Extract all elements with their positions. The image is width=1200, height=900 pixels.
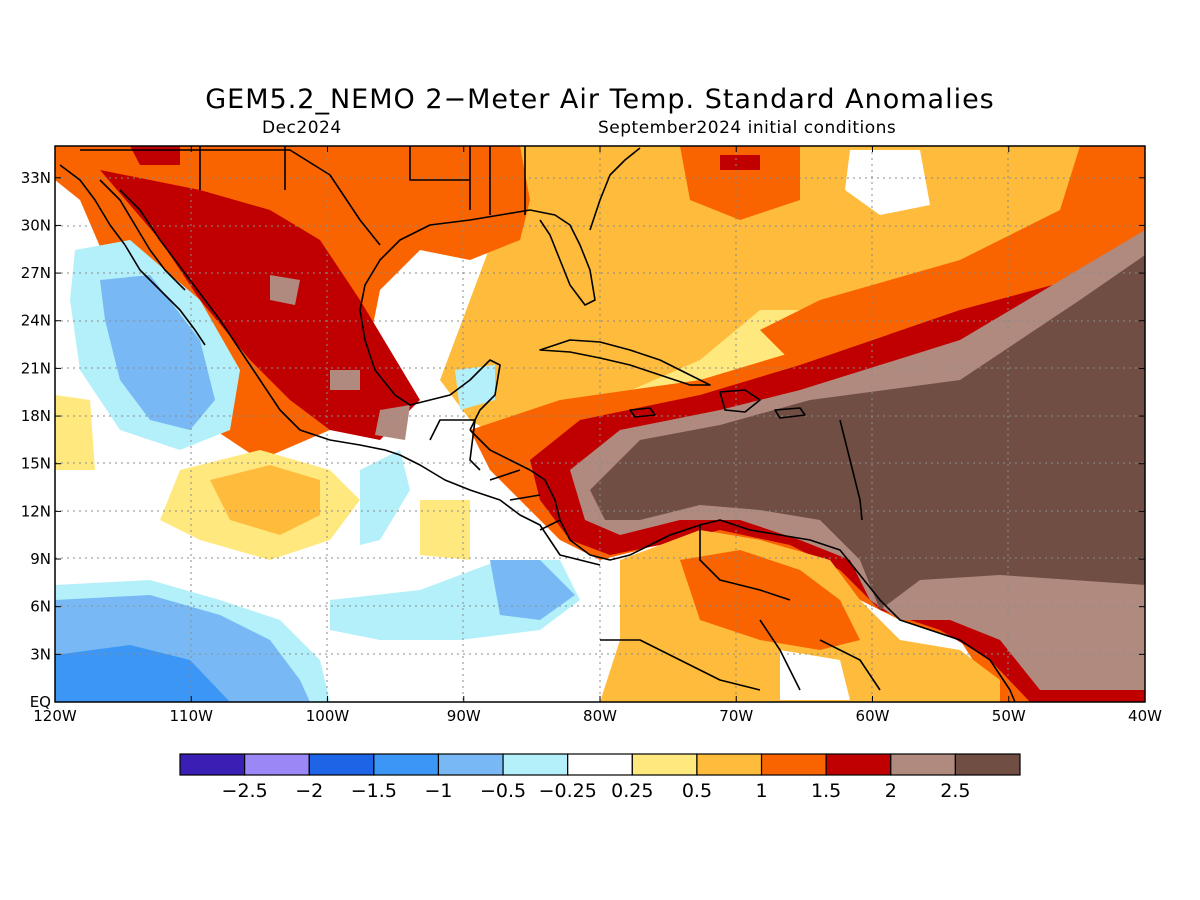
- coastline-baja-west: [59, 164, 206, 346]
- latitude-axis: 33N 30N 27N 24N 21N 18N 15N 12N 9N 6N 3N EQ: [21, 169, 1145, 711]
- lat-tick-label: 6N: [30, 598, 51, 616]
- colorbar-label: −1: [424, 780, 452, 802]
- colorbar-label: −0.25: [539, 780, 597, 802]
- border-central-america: [489, 469, 561, 531]
- colorbar-swatch: [954, 753, 1021, 776]
- border-us-mexico: [80, 149, 381, 246]
- lat-tick-label: 3N: [30, 645, 51, 663]
- colorbar-swatch: [825, 753, 892, 776]
- coastline-central-america-east: [469, 429, 631, 561]
- coastline-mexico-pacific: [119, 189, 601, 566]
- lat-tick-label: 9N: [30, 550, 51, 568]
- anomaly-mod-warm-pacific: [210, 465, 320, 535]
- colorbar-swatch: [244, 753, 310, 776]
- colorbar-swatch: [890, 753, 956, 776]
- coastline-puerto-rico: [774, 407, 806, 419]
- lat-tick-label: 33N: [21, 169, 51, 187]
- coastline-lesser-antilles: [839, 419, 863, 521]
- colorbar-swatch: [437, 753, 504, 776]
- coastlines: [59, 146, 1016, 702]
- border-south-america-interior: [600, 619, 881, 691]
- anomaly-mod-warm-region: [440, 146, 880, 450]
- longitude-axis: 120W 110W 100W 90W 80W 70W 60W 50W 40W: [33, 146, 1162, 725]
- colorbar-swatch: [760, 753, 827, 776]
- colorbar-label: −0.5: [480, 780, 526, 802]
- lon-tick-label: 90W: [447, 707, 481, 725]
- lon-tick-label: 50W: [992, 707, 1026, 725]
- colorbar-label: 0.25: [611, 780, 653, 802]
- colorbar-swatch: [567, 753, 633, 776]
- coastline-hispaniola: [719, 389, 761, 413]
- lon-tick-label: 110W: [170, 707, 214, 725]
- colorbar-label: −1.5: [351, 780, 397, 802]
- anomaly-mid-cool-pacific: [100, 275, 215, 430]
- anomaly-field: [55, 146, 1145, 702]
- lat-tick-label: 18N: [21, 407, 51, 425]
- border-us-states: [199, 146, 526, 215]
- anomaly-weak-warm-west-edge: [55, 395, 95, 470]
- colorbar-swatch: [502, 753, 569, 776]
- colorbar-swatch: [179, 753, 246, 776]
- lon-tick-label: 40W: [1128, 707, 1162, 725]
- anomaly-extreme-warm-core: [590, 255, 1145, 610]
- colorbar-label: −2.5: [222, 780, 268, 802]
- coastline-baja-gulf: [99, 179, 186, 291]
- lon-tick-label: 60W: [856, 707, 890, 725]
- lat-tick-label: 24N: [21, 312, 51, 330]
- border-colombia-venezuela: [699, 525, 791, 601]
- forecast-month-label: Dec2024: [262, 118, 342, 138]
- border-guatemala: [429, 419, 481, 471]
- coastline-s-america-north: [629, 519, 1016, 702]
- coastline-florida: [529, 209, 596, 306]
- colorbar-label: 2.5: [940, 780, 970, 802]
- colorbar-label: 2: [885, 780, 897, 802]
- colorbar-label: −2: [295, 780, 323, 802]
- colorbar-label: 0.5: [682, 780, 712, 802]
- lon-tick-label: 70W: [719, 707, 753, 725]
- lat-tick-label: 27N: [21, 264, 51, 282]
- initial-conditions-label: September2024 initial conditions: [598, 118, 897, 138]
- colorbar: −2.5 −2 −1.5 −1 −0.5 −0.25 0.25 0.5 1 1.5 2 2.5: [179, 753, 1021, 802]
- chart-title: GEM5.2_NEMO 2−Meter Air Temp. Standard A…: [205, 84, 995, 115]
- anomaly-warm-west-nw: [680, 146, 800, 220]
- anomaly-warm-s-america: [680, 550, 860, 650]
- lat-tick-label: 12N: [21, 502, 51, 520]
- lon-tick-label: 100W: [306, 707, 350, 725]
- lat-tick-label: EQ: [30, 693, 51, 711]
- lat-tick-label: 15N: [21, 455, 51, 473]
- coastline-jamaica: [629, 407, 656, 418]
- anomaly-below-cool-yuc: [455, 365, 495, 410]
- anomaly-strong-cool-eq: [55, 645, 230, 702]
- colorbar-swatch: [373, 753, 440, 776]
- anomaly-warm-atlantic: [760, 146, 1145, 360]
- coastline-us-east: [589, 147, 641, 231]
- colorbar-swatch: [308, 753, 375, 776]
- anomaly-neutral-amazon: [780, 650, 850, 700]
- coastline-cuba: [539, 339, 711, 386]
- colorbar-swatch: [696, 753, 763, 776]
- colorbar-swatch: [631, 753, 698, 776]
- lat-tick-label: 30N: [21, 216, 51, 234]
- anomaly-mid-cool-central: [490, 560, 575, 620]
- coastline-gulf-of-mexico: [359, 209, 531, 431]
- anomaly-weak-warm-c-am: [420, 500, 470, 560]
- anomaly-strong-warm-sw-atl: [720, 155, 760, 170]
- colorbar-label: 1: [755, 780, 767, 802]
- map-gridlines: [55, 146, 1145, 702]
- lon-tick-label: 80W: [583, 707, 617, 725]
- anomaly-white-patch-atl: [845, 150, 930, 215]
- colorbar-label: 1.5: [811, 780, 841, 802]
- anomaly-below-cool-mex: [360, 450, 410, 545]
- anomaly-mod-warm-atlantic: [760, 146, 1145, 310]
- lon-tick-label: 120W: [33, 707, 77, 725]
- anomaly-very-warm-spots: [270, 275, 410, 440]
- lat-tick-label: 21N: [21, 359, 51, 377]
